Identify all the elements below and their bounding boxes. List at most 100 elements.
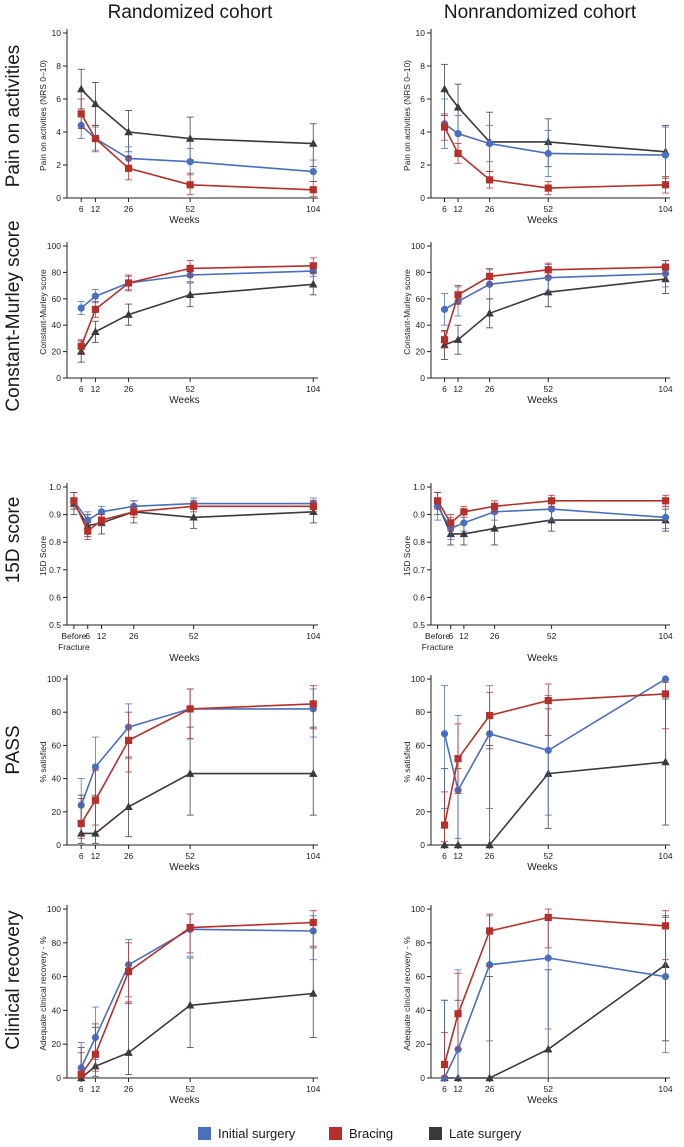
y-tick-label: 80 xyxy=(52,938,62,948)
x-axis-label: Weeks xyxy=(169,653,199,664)
series-line-late-surgery xyxy=(80,992,314,1079)
x-tick-label: 26 xyxy=(124,204,134,214)
y-tick-label: 0.8 xyxy=(413,537,425,547)
data-point-bracing xyxy=(309,918,317,927)
x-axis-label: Weeks xyxy=(527,395,557,406)
data-point-bracing xyxy=(661,922,670,930)
row-title-pain: Pain on activities xyxy=(3,45,24,188)
series-line-initial-surgery xyxy=(73,500,314,522)
x-tick-label: 26 xyxy=(485,384,495,394)
chart-panel-2: 0 2 4 6 8 10 6 12 26 52 104 Weeks Pain on activities… xyxy=(402,28,673,226)
data-point-late-surgery xyxy=(440,84,449,93)
data-point-late-surgery xyxy=(453,102,463,111)
y-tick-label: 20 xyxy=(416,1039,426,1049)
data-point-bracing xyxy=(309,186,317,194)
data-point-bracing xyxy=(91,796,100,804)
data-point-initial-surgery xyxy=(440,730,449,738)
x-axis-label: Weeks xyxy=(527,653,557,664)
x-tick-label: 104 xyxy=(306,204,320,214)
series-line-initial-surgery xyxy=(443,957,666,1079)
x-tick-label: 52 xyxy=(189,631,199,641)
y-tick-label: 0 xyxy=(420,193,425,203)
x-tick-label: 12 xyxy=(459,631,469,641)
x-tick-label: 104 xyxy=(658,384,672,394)
data-point-initial-surgery xyxy=(661,675,670,683)
data-point-bracing xyxy=(547,497,556,505)
data-point-initial-surgery xyxy=(440,305,449,313)
y-tick-label: 0 xyxy=(56,193,61,203)
legend-label-late-surgery: Late surgery xyxy=(449,1126,522,1141)
data-point-initial-surgery xyxy=(460,519,468,527)
data-point-bracing xyxy=(486,272,494,280)
data-point-late-surgery xyxy=(185,290,195,299)
data-point-initial-surgery xyxy=(77,304,85,312)
y-tick-label: 60 xyxy=(416,740,426,750)
series-line-bracing xyxy=(443,916,666,1065)
x-tick-label: 104 xyxy=(658,204,672,214)
data-point-late-surgery xyxy=(544,287,553,296)
y-axis-label: Pain on activities (NRS 0–10) xyxy=(38,60,48,171)
y-axis-label: Adequate clinical recovery - % xyxy=(402,936,412,1051)
data-point-late-surgery xyxy=(440,840,449,849)
y-tick-label: 20 xyxy=(52,807,62,817)
y-tick-label: 80 xyxy=(416,707,426,717)
y-tick-label: 1.0 xyxy=(49,482,61,492)
data-point-late-surgery xyxy=(485,840,494,849)
x-tick-label: 26 xyxy=(485,1084,495,1094)
y-tick-label: 8 xyxy=(420,61,425,71)
series-line-late-surgery xyxy=(444,964,666,1079)
x-tick-label: 6 xyxy=(79,851,84,861)
x-tick-label: 52 xyxy=(185,851,195,861)
x-axis-label: Weeks xyxy=(169,862,199,873)
y-tick-label: 2 xyxy=(420,160,425,170)
y-tick-label: 0 xyxy=(420,373,425,383)
data-point-bracing xyxy=(91,135,100,143)
y-tick-label: 40 xyxy=(416,1005,426,1015)
y-tick-label: 4 xyxy=(56,127,61,137)
data-point-bracing xyxy=(486,176,494,184)
series-line-bracing xyxy=(80,703,314,824)
data-point-bracing xyxy=(84,527,92,535)
y-axis-label: % satisfied xyxy=(38,741,48,782)
data-point-bracing xyxy=(186,181,194,189)
x-tick-label: Before xyxy=(61,631,86,641)
series-line-initial-surgery xyxy=(80,928,314,1069)
x-tick-label: 52 xyxy=(544,384,554,394)
y-tick-label: 0.5 xyxy=(49,620,61,630)
y-tick-label: 40 xyxy=(52,1005,62,1015)
data-point-bracing xyxy=(460,508,468,516)
y-tick-label: 0.9 xyxy=(413,510,425,520)
data-point-bracing xyxy=(661,263,670,271)
y-tick-label: 0.7 xyxy=(413,565,425,575)
x-tick-label: 26 xyxy=(124,384,134,394)
data-point-bracing xyxy=(124,736,133,745)
x-tick-label: 6 xyxy=(442,1084,447,1094)
data-point-late-surgery xyxy=(485,1073,494,1082)
chart-panel-4: 0 20 40 60 80 100 6 12 26 52 104 Weeks Constant-Murl… xyxy=(402,241,673,406)
y-tick-label: 100 xyxy=(47,241,61,251)
data-point-bracing xyxy=(486,927,494,935)
y-tick-label: 6 xyxy=(56,94,61,104)
series-line-initial-surgery xyxy=(80,124,314,173)
y-axis-label: 15D Score xyxy=(38,536,48,576)
x-tick-label: Fracture xyxy=(58,642,90,652)
data-point-bracing xyxy=(544,696,552,705)
data-point-late-surgery xyxy=(661,757,670,766)
x-tick-label: 104 xyxy=(306,384,320,394)
data-point-late-surgery xyxy=(91,99,100,108)
data-point-late-surgery xyxy=(124,127,133,136)
x-tick-label: 12 xyxy=(453,1084,463,1094)
x-tick-label: 6 xyxy=(79,384,84,394)
y-tick-label: 0.5 xyxy=(413,620,425,630)
x-tick-label: 6 xyxy=(85,631,90,641)
x-tick-label: 52 xyxy=(185,204,195,214)
data-point-bracing xyxy=(661,181,670,189)
x-tick-label: 52 xyxy=(547,631,557,641)
y-tick-label: 40 xyxy=(416,320,426,330)
x-axis-label: Weeks xyxy=(169,215,199,226)
legend-label-initial-surgery: Initial surgery xyxy=(218,1126,296,1141)
series-line-bracing xyxy=(80,921,314,1076)
chart-panel-10: 0 20 40 60 80 100 6 12 26 52 104 Weeks Adequate clin… xyxy=(402,904,673,1106)
y-tick-label: 10 xyxy=(416,28,426,38)
